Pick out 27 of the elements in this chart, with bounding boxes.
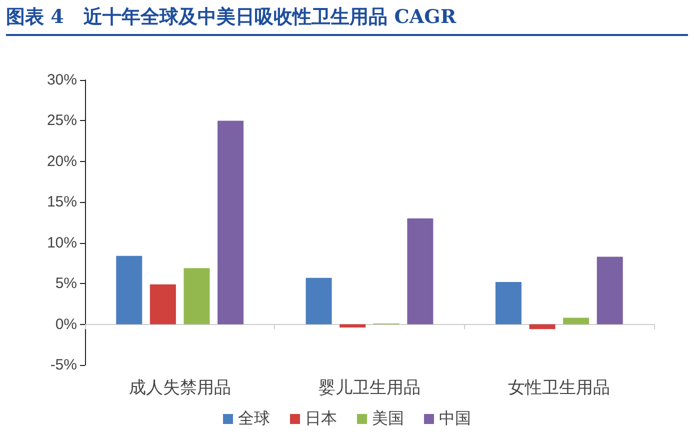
bar <box>218 120 244 324</box>
y-tick-label: 10% <box>46 234 77 252</box>
chart-title: 图表 4 近十年全球及中美日吸收性卫生用品 CAGR <box>6 4 688 36</box>
bar <box>150 284 176 324</box>
bar <box>116 256 142 324</box>
y-tick-label: -5% <box>50 356 77 374</box>
y-tick-label: 25% <box>46 112 77 130</box>
x-tick-label: 成人失禁用品 <box>128 378 231 397</box>
bar <box>596 256 623 324</box>
x-tick-label: 女性卫生用品 <box>508 378 610 397</box>
bar <box>184 268 210 324</box>
bar <box>340 324 366 328</box>
bar <box>563 318 590 324</box>
y-tick-label: 20% <box>46 152 77 170</box>
legend-label: 美国 <box>372 410 404 428</box>
bar <box>495 282 522 324</box>
y-tick-label: 30% <box>46 72 77 88</box>
legend-label: 日本 <box>305 410 337 428</box>
y-tick-label: 5% <box>55 275 77 292</box>
legend-label: 中国 <box>439 410 471 428</box>
y-tick-label: 0% <box>55 316 77 333</box>
legend-label: 全球 <box>238 410 270 428</box>
x-tick-label: 婴儿卫生用品 <box>318 378 420 397</box>
y-tick-label: 15% <box>46 194 77 211</box>
bar <box>529 324 556 330</box>
bar <box>306 278 332 324</box>
bar <box>407 218 434 324</box>
